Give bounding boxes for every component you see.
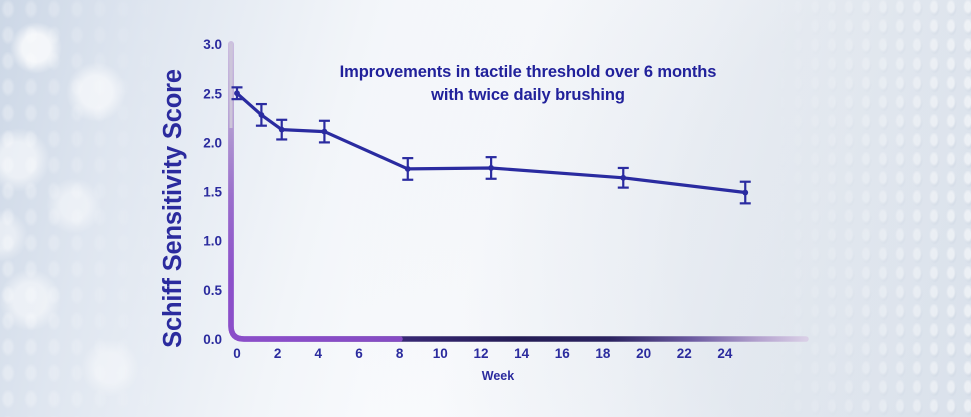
series-marker bbox=[278, 126, 285, 133]
data-series-group bbox=[231, 86, 751, 205]
x-tick-label: 18 bbox=[595, 346, 611, 361]
series-marker bbox=[258, 111, 265, 118]
series-marker bbox=[321, 128, 328, 135]
x-axis-title: Week bbox=[482, 369, 514, 383]
x-tick-label: 0 bbox=[233, 346, 241, 361]
axis-line-vertical bbox=[228, 41, 403, 342]
series-marker bbox=[742, 189, 749, 196]
chart-axes bbox=[228, 41, 809, 342]
y-tick-labels: 0.0 0.5 1.0 1.5 2.0 2.5 3.0 bbox=[203, 37, 222, 347]
x-tick-label: 14 bbox=[514, 346, 530, 361]
x-tick-label: 8 bbox=[396, 346, 404, 361]
series-marker bbox=[620, 174, 627, 181]
y-tick-label: 0.5 bbox=[203, 283, 222, 298]
x-tick-label: 22 bbox=[677, 346, 692, 361]
data-point bbox=[276, 118, 288, 141]
x-tick-labels: 0 2 4 6 8 10 12 14 16 18 20 22 24 bbox=[233, 346, 733, 361]
x-tick-label: 2 bbox=[274, 346, 282, 361]
data-point bbox=[739, 180, 751, 205]
y-tick-label: 1.5 bbox=[203, 185, 222, 200]
y-tick-label: 2.5 bbox=[203, 86, 222, 101]
x-tick-label: 4 bbox=[315, 346, 323, 361]
chart-title-line-1: Improvements in tactile threshold over 6… bbox=[340, 63, 717, 81]
x-tick-label: 24 bbox=[717, 346, 733, 361]
x-tick-label: 12 bbox=[473, 346, 488, 361]
series-marker bbox=[488, 165, 495, 171]
chart-title-line-2: with twice daily brushing bbox=[430, 86, 625, 104]
x-tick-label: 16 bbox=[555, 346, 571, 361]
x-tick-label: 10 bbox=[433, 346, 448, 361]
x-tick-label: 6 bbox=[355, 346, 363, 361]
data-point bbox=[255, 102, 267, 127]
data-point bbox=[231, 86, 243, 101]
data-point bbox=[318, 119, 330, 144]
y-tick-label: 3.0 bbox=[203, 37, 222, 52]
x-tick-label: 20 bbox=[636, 346, 651, 361]
y-tick-label: 1.0 bbox=[203, 234, 222, 249]
data-point bbox=[485, 156, 497, 180]
series-marker bbox=[404, 166, 411, 172]
y-tick-label: 2.0 bbox=[203, 135, 222, 150]
y-tick-label: 0.0 bbox=[203, 332, 222, 347]
series-line bbox=[235, 91, 747, 195]
series-marker bbox=[234, 90, 240, 97]
data-point bbox=[402, 157, 414, 181]
data-point bbox=[617, 166, 629, 189]
